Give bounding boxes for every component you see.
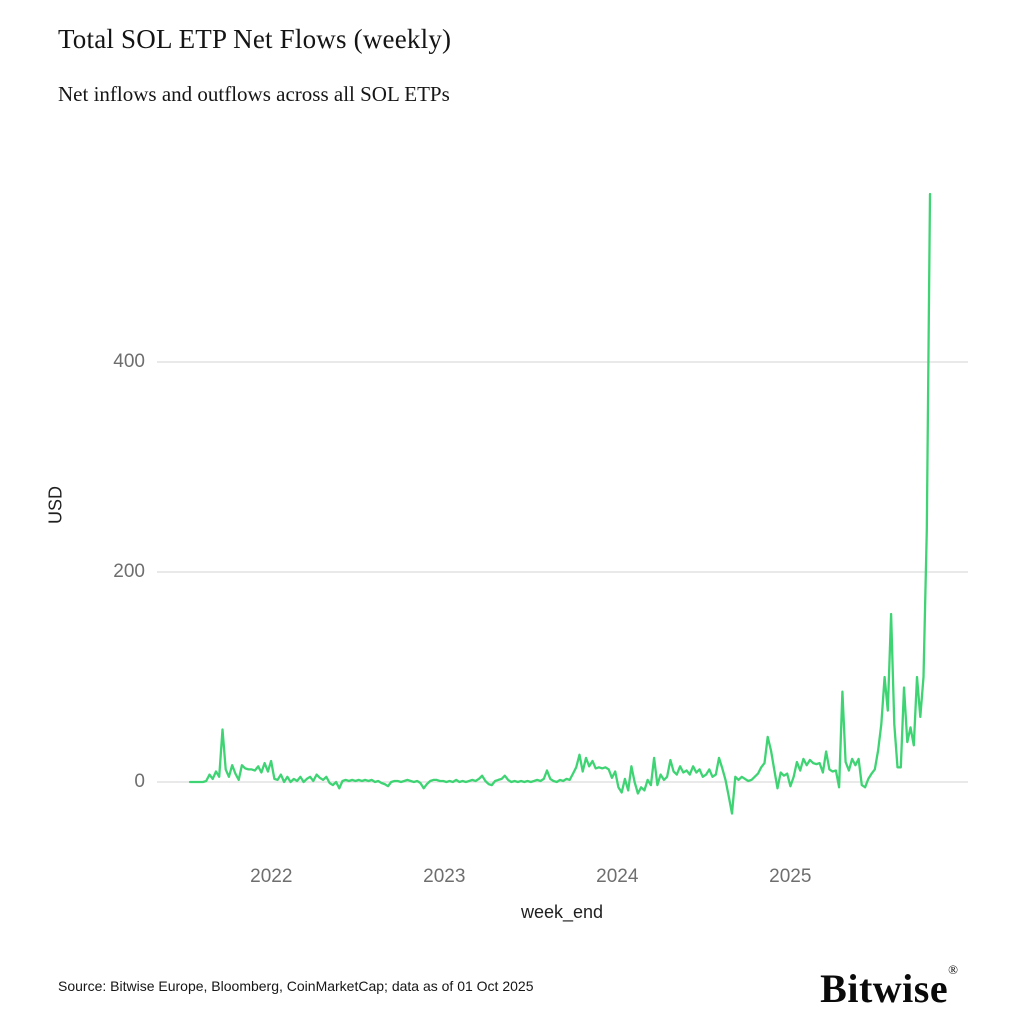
- y-tick-label-200: 200: [113, 561, 145, 582]
- x-tick-label-2024: 2024: [596, 866, 639, 887]
- x-tick-label-2023: 2023: [423, 866, 466, 887]
- x-axis-label: week_end: [520, 902, 604, 922]
- net-flows-line: [188, 192, 932, 815]
- x-tick-label-2025: 2025: [769, 866, 812, 887]
- bitwise-logo-text: Bitwise: [820, 966, 949, 1011]
- y-axis-label: USD: [45, 485, 66, 525]
- y-tick-label-0: 0: [134, 771, 145, 792]
- chart-subtitle: Net inflows and outflows across all SOL …: [58, 82, 450, 106]
- registered-trademark-icon: ®: [948, 962, 958, 977]
- chart-title: Total SOL ETP Net Flows (weekly): [58, 24, 452, 54]
- source-note: Source: Bitwise Europe, Bloomberg, CoinM…: [58, 978, 534, 994]
- bitwise-logo: Bitwise®: [820, 962, 958, 1012]
- x-tick-label-2022: 2022: [250, 866, 293, 887]
- y-tick-label-400: 400: [113, 351, 145, 372]
